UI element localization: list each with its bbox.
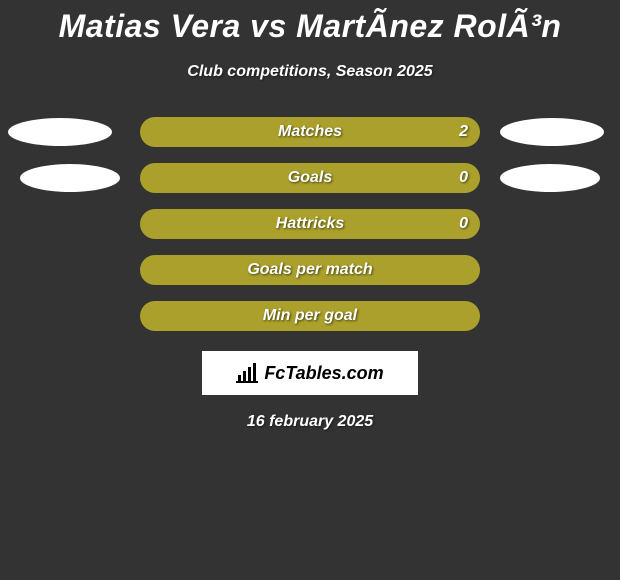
stat-row: Matches 2	[0, 117, 620, 147]
stat-bar: Goals per match	[140, 255, 480, 285]
footer-badge: FcTables.com	[202, 351, 418, 395]
left-ellipse	[8, 118, 112, 146]
page-title: Matias Vera vs MartÃ­nez RolÃ³n	[0, 8, 620, 45]
footer-badge-text: FcTables.com	[264, 363, 383, 384]
stat-row: Goals 0	[0, 163, 620, 193]
page-subtitle: Club competitions, Season 2025	[0, 63, 620, 81]
stat-value: 2	[459, 123, 468, 141]
right-ellipse	[500, 164, 600, 192]
right-ellipse	[500, 118, 604, 146]
stat-value: 0	[459, 169, 468, 187]
left-ellipse	[20, 164, 120, 192]
stat-row: Hattricks 0	[0, 209, 620, 239]
chart-container: Matias Vera vs MartÃ­nez RolÃ³n Club com…	[0, 0, 620, 431]
stat-value: 0	[459, 215, 468, 233]
stat-label: Hattricks	[276, 215, 344, 233]
stats-region: Matches 2 Goals 0 Hattricks 0 Goals per match M…	[0, 117, 620, 331]
stat-label: Goals per match	[247, 261, 372, 279]
stat-row: Goals per match	[0, 255, 620, 285]
stat-row: Min per goal	[0, 301, 620, 331]
stat-bar: Min per goal	[140, 301, 480, 331]
stat-bar: Goals 0	[140, 163, 480, 193]
bar-chart-icon	[236, 363, 260, 383]
stat-bar: Matches 2	[140, 117, 480, 147]
stat-label: Matches	[278, 123, 342, 141]
stat-label: Goals	[288, 169, 332, 187]
footer-date: 16 february 2025	[0, 413, 620, 431]
stat-bar: Hattricks 0	[140, 209, 480, 239]
stat-label: Min per goal	[263, 307, 357, 325]
